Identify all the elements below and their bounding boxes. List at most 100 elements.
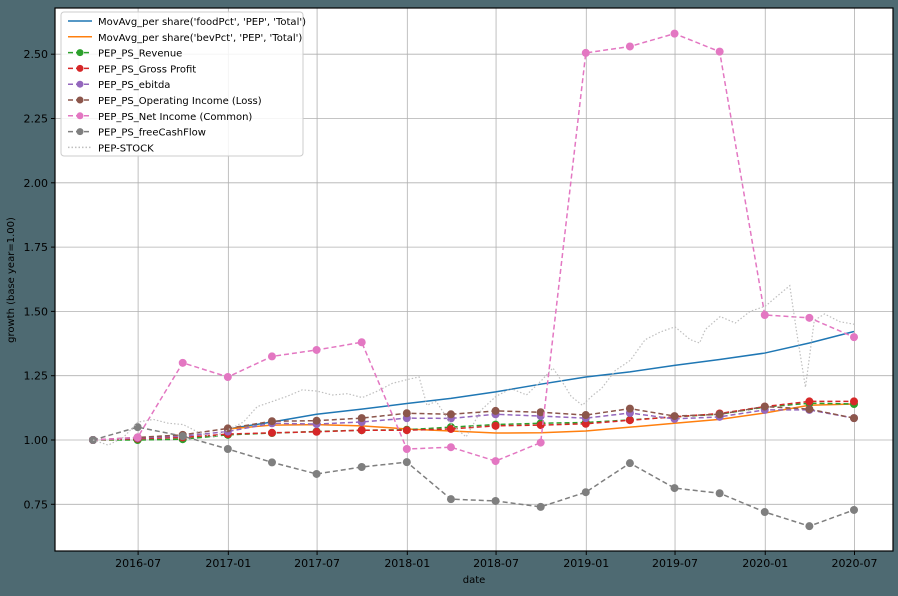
data-point <box>625 416 634 425</box>
series-line <box>227 330 855 430</box>
y-axis-label: growth (base year=1.00) <box>6 217 17 343</box>
series-7 <box>89 423 858 531</box>
series-line <box>92 32 855 462</box>
data-point <box>715 410 724 419</box>
legend-marker <box>76 49 84 57</box>
legend-label: PEP_PS_Revenue <box>98 49 182 60</box>
x-tick-label: 2018-07 <box>473 557 519 570</box>
data-point <box>402 409 411 418</box>
data-point <box>446 424 455 433</box>
legend-label: PEP_PS_Gross Profit <box>98 64 196 75</box>
data-point <box>312 427 321 436</box>
y-tick-label: 1.00 <box>24 434 49 447</box>
data-point <box>625 42 634 51</box>
legend-marker <box>76 96 84 104</box>
data-point <box>491 457 500 466</box>
data-point <box>402 445 411 454</box>
data-point <box>850 397 858 406</box>
data-point <box>670 29 679 38</box>
data-point <box>133 423 142 432</box>
legend-label: PEP_PS_freeCashFlow <box>98 128 206 139</box>
data-point <box>581 48 590 57</box>
data-point <box>312 345 321 354</box>
series-line <box>92 400 854 441</box>
data-point <box>581 488 590 497</box>
data-point <box>223 372 232 381</box>
legend-marker <box>76 112 84 120</box>
data-point <box>850 505 858 514</box>
data-point <box>850 414 858 423</box>
data-point <box>402 426 411 435</box>
data-point <box>850 333 858 342</box>
data-point <box>267 417 276 426</box>
legend-box <box>60 11 304 157</box>
y-tick-label: 1.25 <box>24 370 49 383</box>
data-point <box>357 338 366 347</box>
data-point <box>223 424 232 433</box>
data-point <box>446 443 455 452</box>
data-point <box>670 412 679 421</box>
data-point <box>357 414 366 423</box>
plot-frame <box>54 7 894 552</box>
legend-label: PEP-STOCK <box>98 143 154 154</box>
data-point <box>133 433 142 442</box>
x-tick-label: 2019-01 <box>563 557 609 570</box>
data-point <box>267 428 276 437</box>
legend-label: PEP_PS_ebitda <box>98 80 170 91</box>
x-tick-label: 2017-07 <box>294 557 340 570</box>
series-8 <box>92 284 855 446</box>
data-point <box>357 463 366 472</box>
data-point <box>267 458 276 467</box>
data-point <box>805 522 814 531</box>
legend-label: MovAvg_per share('bevPct', 'PEP', 'Total… <box>98 33 302 44</box>
series-line <box>92 409 855 441</box>
y-tick-label: 0.75 <box>24 498 49 511</box>
data-point <box>178 358 187 367</box>
x-tick-label: 2018-01 <box>384 557 430 570</box>
x-tick-label: 2016-07 <box>115 557 161 570</box>
data-point <box>267 352 276 361</box>
data-point <box>715 489 724 498</box>
data-point <box>760 311 769 320</box>
series-layer <box>89 29 858 531</box>
x-tick-label: 2019-07 <box>652 557 698 570</box>
legend-label: PEP_PS_Net Income (Common) <box>98 112 252 123</box>
legend-marker <box>76 64 84 72</box>
data-point <box>491 406 500 415</box>
data-point <box>178 432 187 441</box>
legend-label: PEP_PS_Operating Income (Loss) <box>98 96 262 107</box>
legend-label: MovAvg_per share('foodPct', 'PEP', 'Tota… <box>98 17 306 28</box>
series-5 <box>89 402 858 444</box>
data-point <box>760 508 769 517</box>
data-point <box>446 495 455 504</box>
data-point <box>357 426 366 435</box>
data-point <box>446 410 455 419</box>
y-tick-label: 2.00 <box>24 177 49 190</box>
legend: MovAvg_per share('foodPct', 'PEP', 'Tota… <box>60 11 306 157</box>
x-tick-label: 2017-01 <box>205 557 251 570</box>
data-point <box>760 402 769 411</box>
data-point <box>536 502 545 511</box>
data-point <box>805 313 814 322</box>
data-point <box>312 469 321 478</box>
data-point <box>491 421 500 430</box>
data-point <box>581 411 590 420</box>
data-point <box>805 397 814 406</box>
x-axis-label: date <box>463 575 486 586</box>
data-point <box>625 459 634 468</box>
x-axis: 2016-07 2017-01 2017-07 2018-01 2018-07 2019-… <box>115 551 877 570</box>
data-point <box>402 458 411 467</box>
x-tick-label: 2020-07 <box>832 557 878 570</box>
data-point <box>491 496 500 505</box>
data-point <box>581 419 590 428</box>
data-point <box>536 408 545 417</box>
y-tick-label: 2.50 <box>24 48 49 61</box>
series-line <box>92 426 855 527</box>
series-6 <box>89 29 858 466</box>
series-0 <box>227 330 855 430</box>
data-point <box>536 438 545 447</box>
y-tick-label: 2.25 <box>24 113 49 126</box>
series-1 <box>227 403 855 434</box>
